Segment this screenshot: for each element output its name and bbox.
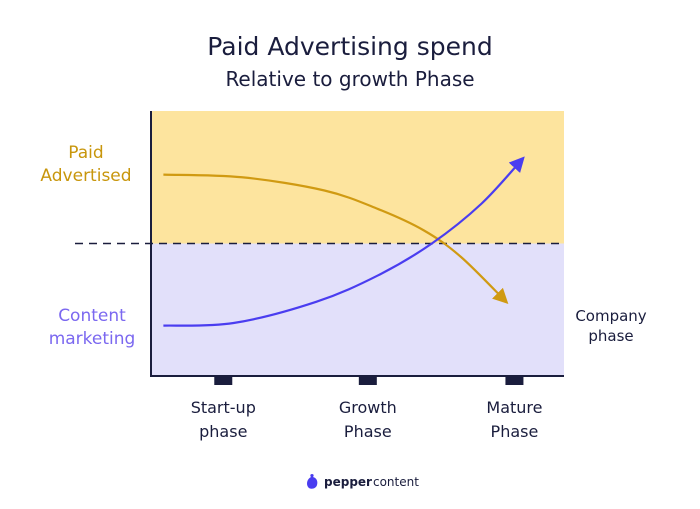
region-band-content-marketing [151,243,564,376]
region-label-line: marketing [49,329,136,349]
region-band-paid-advertised [151,111,564,244]
region-label: Content marketing [49,306,136,349]
region-label: Paid Advertised [40,143,131,186]
x-tick-mark [358,377,377,385]
chart-title: Paid Advertising spend [207,32,493,61]
x-tick-label: Growth Phase [339,398,397,441]
chart-subtitle: Relative to growth Phase [225,67,475,91]
x-tick-label-line: Phase [491,422,539,441]
series-line-content-marketing [163,156,525,327]
x-tick-label-line: Mature [486,398,542,417]
region-label-line: Paid [68,143,103,163]
x-tick-mark [505,377,524,385]
x-tick-label-line: phase [199,422,247,441]
series-line-paid-advertised [163,173,509,304]
x-axis-title-line: phase [588,327,633,345]
x-tick-label-line: Start-up [191,398,256,417]
brand-logo: pepper content [305,472,419,492]
x-axis-title-line: Company [575,307,646,325]
x-tick-label: Start-up phase [191,398,256,441]
x-tick-label-line: Phase [344,422,392,441]
x-tick-mark [214,377,233,385]
x-tick-label: Mature Phase [486,398,542,441]
region-label-line: Advertised [40,166,131,186]
brand-name-light: content [372,475,419,489]
x-tick-label-line: Growth [339,398,397,417]
x-axis-title: Company phase [575,307,646,345]
pepper-icon [307,474,318,489]
region-label-line: Content [58,306,126,326]
brand-name-bold: pepper [324,475,372,489]
